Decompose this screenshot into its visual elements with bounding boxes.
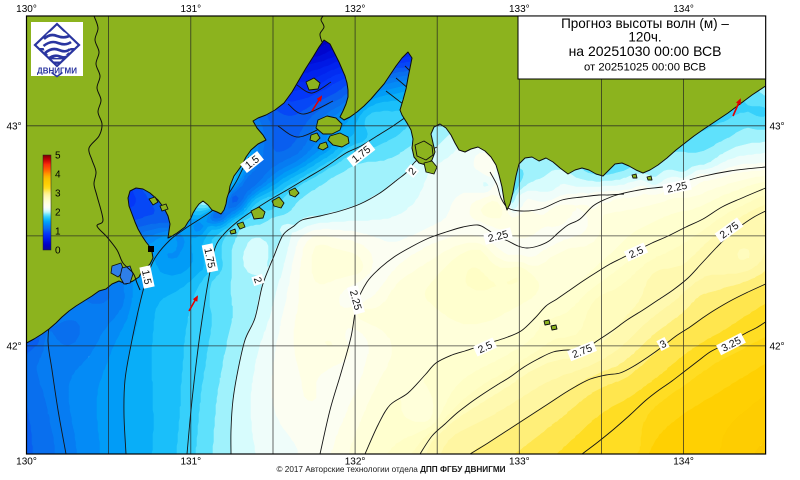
svg-text:на 20251030 00:00 ВСВ: на 20251030 00:00 ВСВ: [569, 43, 722, 59]
svg-text:2.25: 2.25: [487, 228, 510, 245]
svg-text:1: 1: [55, 227, 61, 238]
svg-text:3: 3: [658, 338, 669, 351]
svg-text:1.5: 1.5: [139, 269, 154, 286]
svg-text:133°: 133°: [509, 4, 530, 15]
svg-text:130°: 130°: [16, 457, 37, 468]
svg-text:2.5: 2.5: [476, 339, 494, 356]
svg-text:131°: 131°: [180, 4, 201, 15]
svg-text:43°: 43°: [6, 122, 21, 133]
svg-text:131°: 131°: [180, 457, 201, 468]
svg-text:2: 2: [55, 208, 61, 219]
svg-text:5: 5: [55, 151, 61, 162]
svg-text:120ч.: 120ч.: [628, 30, 661, 45]
svg-text:133°: 133°: [509, 457, 530, 468]
svg-text:43°: 43°: [769, 122, 784, 133]
svg-text:1.75: 1.75: [201, 247, 217, 270]
svg-text:2.5: 2.5: [627, 244, 645, 261]
svg-text:от 20251025 00:00 ВСВ: от 20251025 00:00 ВСВ: [584, 62, 706, 74]
svg-text:ДВНИГМИ: ДВНИГМИ: [37, 67, 77, 76]
svg-text:2.25: 2.25: [666, 180, 689, 196]
svg-text:3: 3: [55, 189, 61, 200]
svg-text:132°: 132°: [345, 4, 366, 15]
svg-text:42°: 42°: [769, 342, 784, 353]
svg-text:2: 2: [251, 276, 264, 285]
svg-text:Прогноз высоты волн (м) –: Прогноз высоты волн (м) –: [561, 16, 729, 31]
svg-text:132°: 132°: [345, 457, 366, 468]
svg-text:130°: 130°: [16, 4, 37, 15]
svg-text:2.25: 2.25: [347, 289, 364, 312]
svg-text:42°: 42°: [6, 342, 21, 353]
svg-text:4: 4: [55, 170, 61, 181]
svg-text:134°: 134°: [673, 4, 694, 15]
svg-text:0: 0: [55, 246, 61, 257]
svg-text:134°: 134°: [673, 457, 694, 468]
svg-text:© 2017 Авторские технологии от: © 2017 Авторские технологии отдела ДПП Ф…: [276, 465, 505, 474]
